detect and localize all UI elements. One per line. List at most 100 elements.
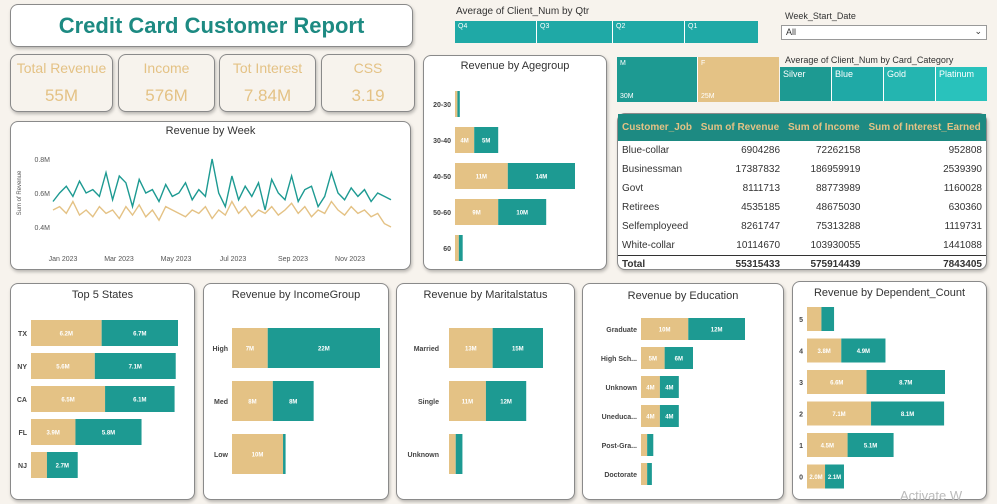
gender-treemap[interactable]: M 30M F 25M xyxy=(617,57,779,102)
card-category-silver[interactable]: Silver xyxy=(780,67,832,101)
kpi-total-revenue[interactable]: Total Revenue 55M xyxy=(10,54,113,112)
bar-segment xyxy=(641,434,648,456)
kpi-css[interactable]: CSS 3.19 xyxy=(321,54,415,112)
bar-segment xyxy=(232,434,284,474)
table-header-row: Customer_Job Sum of Revenue Sum of Incom… xyxy=(618,114,986,141)
revenue-by-week-chart[interactable]: Revenue by Week 0.8M 0.6M 0.4M Sum of Reven… xyxy=(10,121,411,270)
bar-chart-svg: Graduate 10M 12M High Sch... 5M 6M Unknown 4M 4M… xyxy=(601,318,745,485)
treemap-value: 30M xyxy=(620,93,634,100)
week-slicer-value: All xyxy=(786,27,797,37)
data-label: 5.6M xyxy=(56,365,69,371)
column-header[interactable]: Customer_Job xyxy=(618,114,697,141)
bar-segment xyxy=(807,370,867,394)
qtr-segment[interactable]: Q2 xyxy=(613,21,685,43)
bar-segment xyxy=(232,328,268,368)
week-slicer-dropdown[interactable]: All ⌄ xyxy=(781,25,987,40)
qtr-segment[interactable]: Q1 xyxy=(685,21,758,43)
table-row[interactable]: Businessman 17387832 186959919 2539390 xyxy=(618,160,986,179)
bar-segment xyxy=(455,199,499,225)
series-line xyxy=(52,199,392,228)
qtr-chart[interactable]: Q4 Q3 Q2 Q1 xyxy=(455,21,758,43)
category-label: 30-40 xyxy=(433,138,451,145)
kpi-label: Income xyxy=(143,60,190,76)
category-label: 0 xyxy=(799,475,803,482)
chart-title: Revenue by IncomeGroup xyxy=(231,289,361,301)
table-row[interactable]: Govt 8111713 88773989 1160028 xyxy=(618,179,986,198)
table-cell: 952808 xyxy=(948,145,982,156)
kpi-label: Tot Interest xyxy=(232,60,303,76)
revenue-by-agegroup-chart[interactable]: Revenue by Agegroup 20-30 30-40 4M 5M 40-50 1… xyxy=(423,55,607,270)
card-category-blue[interactable]: Blue xyxy=(832,67,884,101)
bar-segment xyxy=(449,434,456,474)
category-label: FL xyxy=(18,430,27,437)
table-row[interactable]: White-collar 10114670 103930055 1441088 xyxy=(618,236,986,255)
bar-segment xyxy=(31,353,95,379)
data-label: 8M xyxy=(289,400,297,406)
category-label: 1 xyxy=(799,443,803,450)
bar-chart-svg: TX 6.2M 6.7M NY 5.6M 7.1M CA 6.5M 6.1M FL 3.9M 5.8M… xyxy=(17,320,178,478)
table-total-cell: Total xyxy=(618,254,697,274)
data-label: 4.5M xyxy=(821,444,834,450)
data-label: 11M xyxy=(462,400,473,406)
data-label: 2.0M xyxy=(809,475,822,481)
chart-title: Revenue by Education xyxy=(627,290,739,302)
chart-title: Revenue by Maritalstatus xyxy=(423,289,548,301)
bar-segment xyxy=(825,464,844,489)
activation-watermark: Activate W xyxy=(900,488,963,503)
category-label: Married xyxy=(414,346,439,353)
data-label: 4M xyxy=(460,139,468,145)
bar-segment xyxy=(485,381,527,421)
x-tick-label: Sep 2023 xyxy=(278,256,308,263)
bar-segment xyxy=(807,338,842,363)
card-category-platinum[interactable]: Platinum xyxy=(936,67,987,101)
bar-segment xyxy=(847,433,894,457)
table-cell: 103930055 xyxy=(810,239,861,251)
y-tick-label: 0.4M xyxy=(34,225,50,232)
kpi-label: CSS xyxy=(353,60,383,76)
revenue-by-education-chart[interactable]: Revenue by Education Graduate 10M 12M High … xyxy=(582,283,784,500)
bar-segment xyxy=(31,386,106,412)
kpi-tot-interest[interactable]: Tot Interest 7.84M xyxy=(219,54,316,112)
qtr-segment[interactable]: Q4 xyxy=(455,21,537,43)
category-label: 50-60 xyxy=(433,210,451,217)
table-cell: 1119731 xyxy=(944,221,982,232)
revenue-by-dependent-count-chart[interactable]: Revenue by Dependent_Count 5 4 3.8M 4.9M 3 6.… xyxy=(792,281,987,500)
data-label: 10M xyxy=(252,453,264,459)
bar-segment xyxy=(507,163,575,189)
card-category-title: Average of Client_Num by Card_Category xyxy=(785,55,954,65)
revenue-by-incomegroup-chart[interactable]: Revenue by IncomeGroup High 7M 22M Med 8M 8M L… xyxy=(203,283,389,500)
column-header[interactable]: Sum of Income xyxy=(784,114,865,141)
kpi-value: 3.19 xyxy=(351,86,385,105)
card-category-chart[interactable]: Silver Blue Gold Platinum xyxy=(780,67,987,101)
column-header[interactable]: Sum of Interest_Earned xyxy=(864,114,986,141)
bar-segment xyxy=(457,91,460,117)
bar-segment xyxy=(455,434,463,474)
table-row[interactable]: Blue-collar 6904286 72262158 952808 xyxy=(618,141,986,160)
data-label: 10M xyxy=(659,328,671,334)
table-cell: 75313288 xyxy=(816,221,861,232)
treemap-tile-f[interactable]: F 25M xyxy=(698,57,779,102)
category-label: 40-50 xyxy=(433,174,451,181)
chevron-down-icon[interactable]: ⌄ xyxy=(974,26,982,36)
y-axis-label: Sum of Revenue xyxy=(17,170,23,215)
bar-segment xyxy=(75,419,142,445)
revenue-by-maritalstatus-chart[interactable]: Revenue by Maritalstatus Married 13M 15M Si… xyxy=(396,283,575,500)
bar-segment xyxy=(101,320,178,346)
table-cell: 1441088 xyxy=(943,239,982,251)
treemap-tile-m[interactable]: M 30M xyxy=(617,57,698,102)
qtr-segment[interactable]: Q3 xyxy=(537,21,613,43)
column-header[interactable]: Sum of Revenue xyxy=(696,114,785,141)
bar-segment xyxy=(807,307,822,331)
table-row[interactable]: Retirees 4535185 48675030 630360 xyxy=(618,198,986,217)
bar-segment xyxy=(105,386,175,412)
data-label: 8M xyxy=(248,400,256,406)
data-label: 11M xyxy=(476,175,487,181)
customer-job-table[interactable]: Customer_Job Sum of Revenue Sum of Incom… xyxy=(617,113,987,274)
data-label: 4M xyxy=(665,386,673,392)
kpi-income[interactable]: Income 576M xyxy=(118,54,215,112)
data-label: 5.8M xyxy=(102,431,115,437)
card-category-gold[interactable]: Gold xyxy=(884,67,936,101)
table-row[interactable]: Selfemployeed 8261747 75313288 1119731 xyxy=(618,217,986,236)
top-states-chart[interactable]: Top 5 States TX 6.2M 6.7M NY 5.6M 7.1M CA 6.5M 6… xyxy=(10,283,195,500)
data-table: Customer_Job Sum of Revenue Sum of Incom… xyxy=(618,114,986,274)
